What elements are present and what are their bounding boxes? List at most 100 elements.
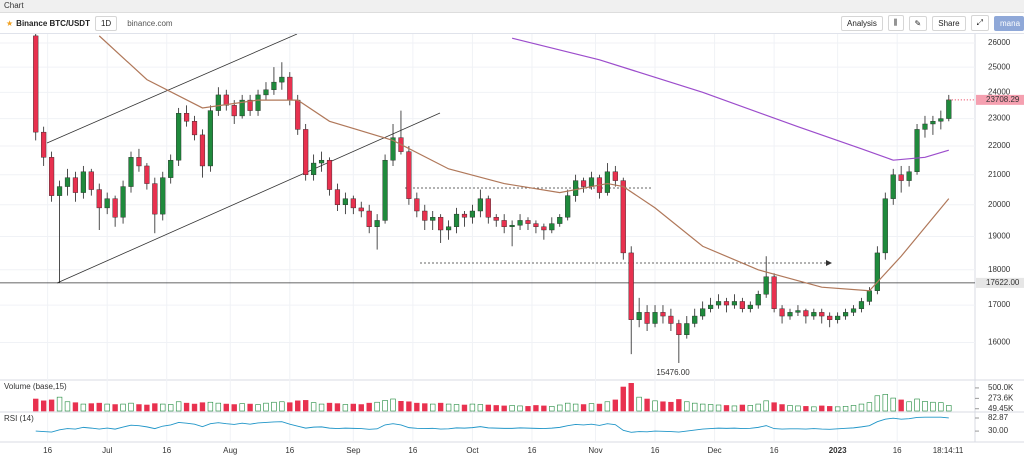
volume-bar bbox=[850, 405, 857, 412]
candle-body bbox=[382, 159, 388, 221]
candle-body bbox=[136, 157, 142, 167]
candle-body bbox=[525, 220, 531, 224]
candle-body bbox=[72, 177, 79, 193]
volume-bar bbox=[699, 403, 706, 412]
candle-body bbox=[311, 162, 317, 175]
x-tick-label: 16 bbox=[893, 446, 902, 455]
share-button[interactable]: Share bbox=[932, 15, 966, 31]
volume-bar bbox=[819, 405, 825, 412]
candle-body bbox=[898, 174, 904, 181]
volume-bar bbox=[120, 403, 126, 412]
y-tick-label: 20000 bbox=[988, 200, 1011, 209]
volume-bar bbox=[779, 404, 785, 412]
candle-body bbox=[874, 252, 880, 291]
candle-body bbox=[541, 226, 547, 231]
candle-body bbox=[112, 198, 118, 218]
volume-bar bbox=[295, 400, 301, 412]
volume-bar bbox=[40, 400, 47, 412]
volume-bar bbox=[255, 404, 261, 412]
star-icon[interactable]: ★ bbox=[6, 18, 14, 28]
x-tick-label: Nov bbox=[588, 446, 602, 455]
candle-body bbox=[588, 177, 595, 187]
candle-body bbox=[938, 118, 944, 122]
volume-bar bbox=[207, 401, 214, 412]
volume-bar bbox=[152, 403, 158, 412]
candle-body bbox=[279, 76, 285, 83]
volume-bar bbox=[580, 404, 587, 412]
user-button[interactable]: mana bbox=[994, 15, 1024, 31]
volume-bar bbox=[56, 396, 63, 412]
candle-body bbox=[446, 226, 452, 231]
candle-body bbox=[692, 315, 698, 324]
toolbar: ★ Binance BTC/USDT 1D binance.com Analys… bbox=[0, 13, 1024, 34]
volume-bar bbox=[310, 402, 317, 412]
candle-body bbox=[493, 217, 499, 221]
volume-bar bbox=[358, 404, 364, 412]
volume-bar bbox=[485, 404, 491, 412]
symbol[interactable]: Binance BTC/USDT bbox=[16, 18, 90, 28]
candle-body bbox=[271, 81, 277, 90]
chart: 16000 17000 18000 19000 20000 21000 22000 23000… bbox=[0, 34, 1024, 455]
volume-tick-label: 49.45K bbox=[988, 404, 1014, 413]
volume-bar bbox=[827, 406, 833, 412]
volume-bar bbox=[549, 406, 555, 412]
analysis-button[interactable]: Analysis bbox=[841, 15, 883, 31]
rsi-title: RSI (14) bbox=[4, 414, 34, 423]
candle-body bbox=[342, 198, 348, 206]
volume-bar bbox=[88, 403, 94, 412]
volume-bar bbox=[541, 405, 547, 412]
volume-bar bbox=[493, 405, 499, 412]
candle-body bbox=[668, 315, 674, 324]
volume-bar bbox=[168, 404, 174, 412]
volume-bar bbox=[620, 386, 626, 412]
volume-bar bbox=[390, 398, 396, 412]
candle-body bbox=[184, 113, 190, 122]
candle-body bbox=[33, 35, 39, 133]
candle-body bbox=[414, 198, 420, 212]
volume-bar bbox=[469, 403, 476, 412]
interval[interactable]: 1D bbox=[94, 15, 118, 31]
candle-body bbox=[80, 171, 86, 193]
moving-average bbox=[98, 35, 950, 292]
candle-body bbox=[660, 312, 666, 317]
candle-body bbox=[731, 301, 738, 306]
candle-body bbox=[176, 113, 182, 161]
draw-button[interactable]: ✎ bbox=[908, 15, 928, 31]
candle-body bbox=[223, 94, 229, 106]
candle-body bbox=[565, 195, 571, 218]
candle-body bbox=[160, 177, 166, 215]
volume-bar bbox=[342, 404, 349, 412]
candle-body bbox=[866, 290, 872, 302]
candle-body bbox=[350, 198, 356, 209]
candle-body bbox=[676, 323, 682, 336]
volume-bar bbox=[430, 403, 436, 412]
volume-bar bbox=[684, 401, 690, 412]
candle-body bbox=[723, 301, 730, 306]
candle-body bbox=[303, 129, 309, 175]
x-tick-label: Oct bbox=[466, 446, 479, 455]
volume-bar bbox=[302, 400, 309, 412]
fullscreen-button[interactable]: ⤢ bbox=[970, 15, 989, 31]
volume-bar bbox=[437, 402, 444, 412]
volume-bar bbox=[477, 404, 484, 412]
volume-bar bbox=[715, 404, 722, 412]
candle-body bbox=[430, 217, 436, 221]
candle-body bbox=[827, 315, 833, 320]
candle-body bbox=[144, 165, 150, 184]
volume-bar bbox=[604, 401, 611, 412]
last-price-label: 23708.29 bbox=[986, 95, 1020, 104]
candle-body bbox=[557, 217, 563, 224]
volume-bar bbox=[890, 397, 896, 412]
volume-bar bbox=[461, 404, 468, 412]
volume-bar bbox=[191, 403, 198, 412]
volume-bar bbox=[660, 401, 666, 412]
x-tick-label: 16 bbox=[43, 446, 52, 455]
volume-tick-label: 500.0K bbox=[988, 383, 1014, 392]
candle-body bbox=[326, 159, 333, 190]
source[interactable]: binance.com bbox=[127, 18, 173, 28]
candle-body bbox=[168, 159, 174, 178]
volume-bar bbox=[557, 404, 563, 412]
settings-button[interactable]: ⫼ bbox=[887, 15, 904, 31]
candle-body bbox=[88, 171, 94, 190]
